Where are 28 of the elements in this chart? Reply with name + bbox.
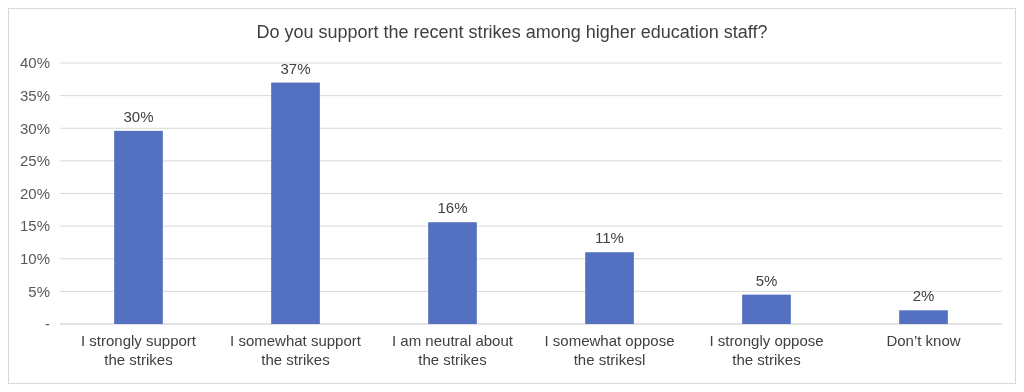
data-label: 2% <box>912 287 935 305</box>
y-tick-label: 30% <box>19 119 50 137</box>
y-tick-label: 20% <box>19 184 50 202</box>
y-tick-label: 35% <box>19 86 50 104</box>
bar <box>899 310 948 324</box>
y-tick-label: 5% <box>28 282 50 300</box>
bar <box>271 82 320 324</box>
data-label: 16% <box>437 199 468 217</box>
x-tick-label: I somewhat oppose the strikesl <box>544 332 675 368</box>
y-tick-label: 40% <box>19 54 50 72</box>
y-tick-label: 25% <box>19 152 50 170</box>
x-tick-label: I strongly support the strikes <box>80 332 197 368</box>
bar <box>585 252 634 324</box>
x-tick-label: I am neutral about the strikes <box>392 332 514 368</box>
bar <box>742 294 791 324</box>
y-tick-label: 10% <box>19 250 50 267</box>
x-tick-label: I somewhat support the strikes <box>230 332 362 368</box>
data-label: 11% <box>595 229 624 247</box>
chart-title: Do you support the recent strikes among higher education staff? <box>256 22 768 42</box>
x-tick-label: Don’t know <box>886 332 961 349</box>
y-tick-label: - <box>45 315 50 333</box>
data-label: 30% <box>123 107 154 125</box>
data-label: 37% <box>280 59 311 77</box>
data-label: 5% <box>755 271 778 289</box>
bar <box>114 130 163 324</box>
bar <box>428 222 477 324</box>
x-tick-label: I strongly oppose the strikes <box>709 332 824 368</box>
y-tick-label: 15% <box>19 217 50 235</box>
